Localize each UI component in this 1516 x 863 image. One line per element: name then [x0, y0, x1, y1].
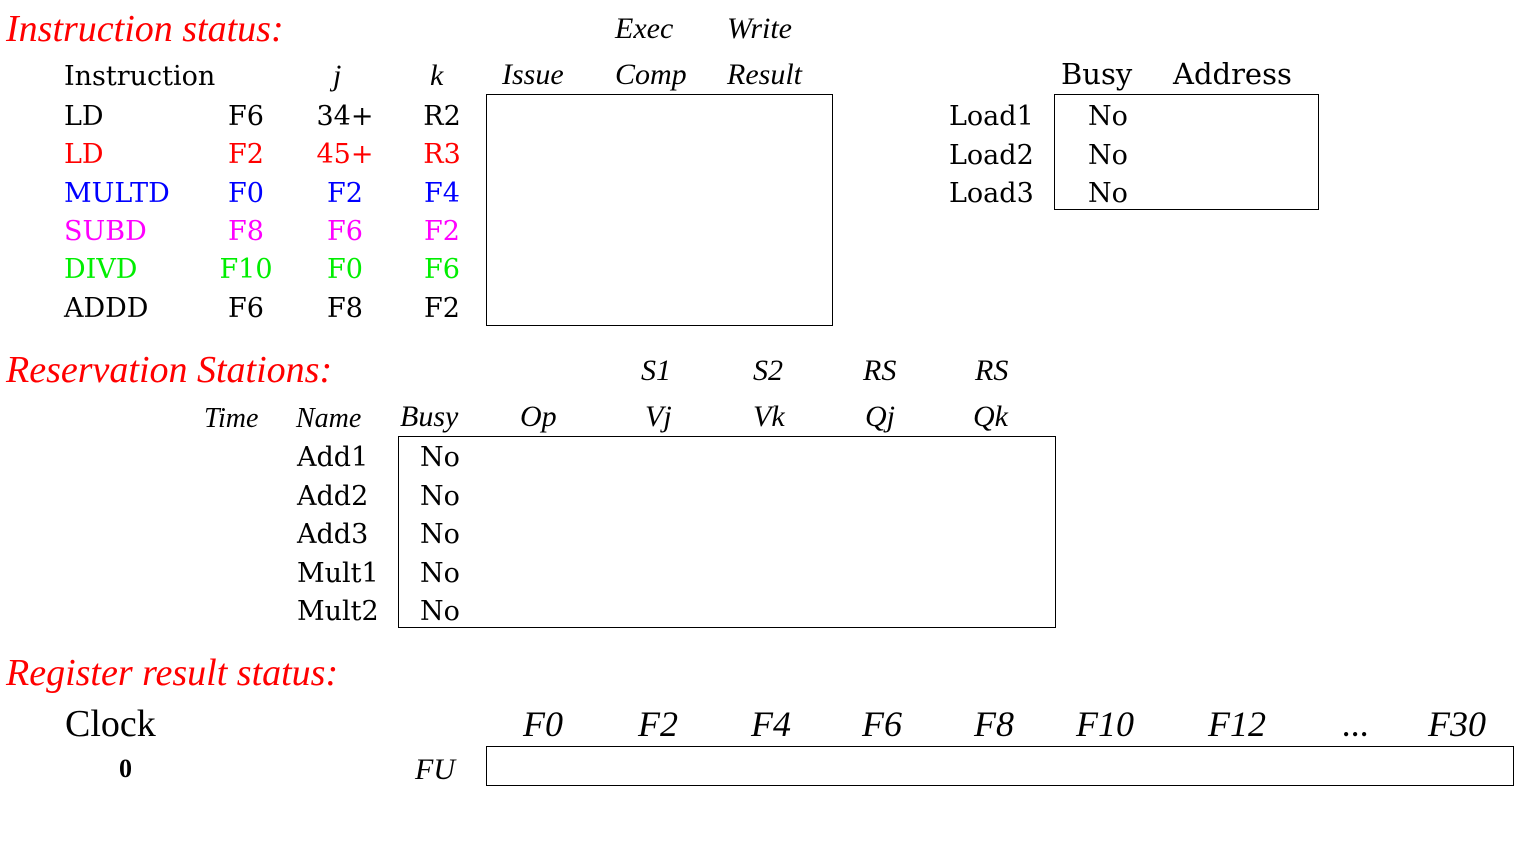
register-header: F8	[974, 704, 1014, 744]
busy-header: Busy	[400, 400, 459, 433]
qk-header: Qk	[973, 400, 1008, 433]
instruction-op: SUBD	[64, 215, 147, 247]
exec-header-top: Exec	[615, 12, 674, 45]
reservation-station-box	[398, 436, 1056, 628]
instruction-dest: F6	[228, 292, 264, 324]
load-buffer-busy: No	[1088, 178, 1128, 209]
instruction-op: ADDD	[64, 292, 149, 324]
write-header-bottom: Result	[727, 58, 802, 91]
name-header: Name	[296, 403, 362, 434]
vk-header: Vk	[753, 400, 785, 433]
instruction-dest: F8	[228, 215, 264, 247]
instruction-j: F2	[327, 177, 363, 209]
clock-label: Clock	[65, 703, 156, 745]
reservation-station-busy: No	[420, 442, 460, 473]
reservation-station-name: Add2	[297, 480, 369, 512]
instruction-k: R3	[423, 139, 461, 171]
register-header: F30	[1428, 704, 1486, 744]
instruction-op: MULTD	[64, 177, 170, 209]
load-busy-header: Busy	[1061, 57, 1133, 91]
instruction-op: LD	[64, 139, 104, 171]
issue-header: Issue	[502, 58, 564, 91]
k-header: k	[430, 59, 444, 92]
op-header: Op	[520, 400, 557, 433]
instruction-j: F0	[327, 254, 363, 286]
write-header-top: Write	[727, 12, 792, 45]
instruction-j: F6	[327, 215, 363, 247]
reservation-station-busy: No	[420, 480, 460, 512]
load-buffer-name: Load1	[949, 101, 1034, 132]
reservation-station-name: Mult2	[297, 596, 379, 627]
instruction-op: DIVD	[64, 254, 138, 286]
load-buffer-busy: No	[1088, 139, 1128, 171]
instruction-j: F8	[327, 292, 363, 324]
s1-header-top: S1	[641, 354, 671, 387]
exec-header-bottom: Comp	[615, 58, 687, 91]
rsk-header-top: RS	[975, 354, 1009, 387]
register-header: F6	[862, 704, 902, 744]
instruction-dest: F2	[228, 139, 264, 171]
register-fu-box	[486, 746, 1514, 786]
register-header: F10	[1076, 704, 1134, 744]
register-header: F0	[523, 704, 563, 744]
fu-label: FU	[415, 753, 455, 786]
clock-value: 0	[119, 754, 132, 783]
reservation-station-busy: No	[420, 519, 460, 550]
register-status-title: Register result status:	[6, 652, 339, 694]
instruction-k: R2	[423, 101, 461, 132]
reservation-station-name: Add1	[297, 442, 369, 473]
register-header: ...	[1342, 704, 1370, 744]
instruction-op: LD	[64, 101, 104, 132]
reservation-station-name: Mult1	[297, 557, 379, 589]
reservation-station-name: Add3	[297, 519, 369, 550]
qj-header: Qj	[865, 400, 895, 433]
register-header: F12	[1208, 704, 1266, 744]
load-buffer-name: Load3	[949, 178, 1034, 209]
reservation-station-busy: No	[420, 596, 460, 627]
instruction-k: F4	[424, 177, 460, 209]
reservation-stations-title: Reservation Stations:	[6, 349, 333, 391]
load-address-header: Address	[1173, 57, 1292, 91]
instruction-header: Instruction	[64, 61, 216, 92]
instruction-k: F2	[424, 215, 460, 247]
instruction-status-box	[486, 94, 833, 326]
j-header: j	[333, 59, 342, 92]
register-header: F2	[638, 704, 678, 744]
s2-header-top: S2	[753, 354, 783, 387]
instruction-dest: F6	[228, 101, 264, 132]
load-buffer-box	[1054, 94, 1319, 210]
instruction-k: F6	[424, 254, 460, 286]
load-buffer-busy: No	[1088, 101, 1128, 132]
load-buffer-name: Load2	[949, 139, 1034, 171]
instruction-k: F2	[424, 292, 460, 324]
rsj-header-top: RS	[863, 354, 897, 387]
reservation-station-busy: No	[420, 557, 460, 589]
instruction-j: 34+	[316, 101, 374, 132]
instruction-j: 45+	[316, 139, 374, 171]
register-header: F4	[751, 704, 791, 744]
instruction-dest: F0	[228, 177, 264, 209]
instruction-status-title: Instruction status:	[6, 8, 284, 50]
vj-header: Vj	[645, 400, 672, 433]
time-header: Time	[204, 403, 259, 434]
instruction-dest: F10	[219, 254, 273, 286]
